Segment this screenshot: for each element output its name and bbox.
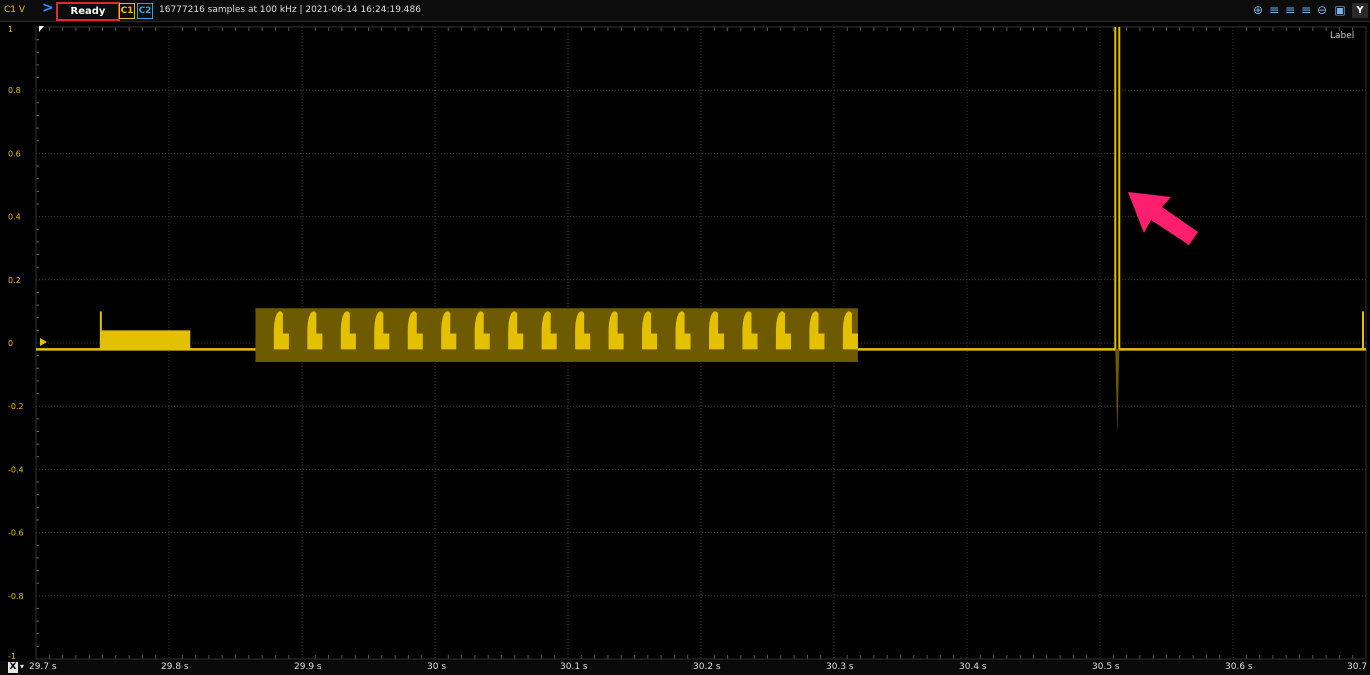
pulse [374, 311, 390, 350]
status-indicator[interactable]: Ready [56, 2, 120, 21]
y-tick-label: -1 [8, 652, 16, 661]
settings-icon[interactable]: ▣ [1334, 3, 1346, 17]
y-tick-label: -0.6 [8, 529, 24, 538]
edge-step [1362, 311, 1364, 350]
channel-1-button[interactable]: C1 [119, 3, 135, 19]
x-axis-button[interactable]: X [8, 662, 18, 673]
x-tick-label: 30.2 s [693, 662, 721, 672]
y-tick-label: -0.2 [8, 402, 24, 411]
acquisition-info: 16777216 samples at 100 kHz | 2021-06-14… [159, 5, 421, 15]
align-middle-icon[interactable]: ≡ [1284, 3, 1296, 17]
pulse [307, 311, 323, 350]
y-tick-label: 0.8 [8, 86, 21, 95]
burst-block [99, 330, 191, 350]
zoom-in-icon[interactable]: ⊕ [1252, 3, 1264, 17]
spike-undershoot [1115, 349, 1120, 435]
align-bottom-icon[interactable]: ≡ [1268, 3, 1280, 17]
y-tick-label: 1 [8, 25, 13, 34]
pulse [608, 311, 624, 350]
channel-unit-label: C1 V [4, 5, 26, 15]
pulse [273, 311, 289, 350]
spike-core [1116, 27, 1119, 350]
pulse [842, 311, 858, 350]
pulse [775, 311, 791, 350]
x-tick-label: 30.5 s [1092, 662, 1120, 672]
run-arrow-icon[interactable]: > [42, 0, 54, 16]
waveform-plot[interactable]: 1 0.8 0.6 0.4 0.2 0 -0.2 -0.4 -0.6 -0.8 -1 [0, 22, 1370, 661]
pulse [407, 311, 423, 350]
x-tick-label: 30.7 s [1347, 662, 1370, 672]
x-tick-label: 29.7 s [29, 662, 57, 672]
pulse [642, 311, 658, 350]
x-axis-dropdown-icon[interactable]: ▾ [20, 662, 25, 671]
y-tick-label: -0.4 [8, 465, 24, 474]
y-tick-label: 0.2 [8, 276, 21, 285]
x-tick-label: 30 s [427, 662, 447, 672]
annotation-arrow-icon [1128, 192, 1198, 245]
plot-frame [35, 26, 1367, 660]
x-tick-label: 30.4 s [959, 662, 987, 672]
pulse [508, 311, 524, 350]
y-axis-button[interactable]: Y [1352, 3, 1368, 18]
x-axis-bar [0, 661, 1370, 675]
y-tick-label: 0.4 [8, 213, 21, 222]
pulse [742, 311, 758, 350]
y-tick-label: -0.8 [8, 592, 24, 601]
pulse [708, 311, 725, 350]
pulse [809, 311, 825, 350]
y-tick-label: 0 [8, 339, 13, 348]
label-tag[interactable]: Label [1330, 31, 1355, 41]
pulse [675, 311, 691, 350]
x-tick-label: 30.1 s [560, 662, 588, 672]
channel-2-button[interactable]: C2 [137, 3, 153, 19]
pulse [340, 311, 356, 350]
y-axis-labels: 1 0.8 0.6 0.4 0.2 0 -0.2 -0.4 -0.6 -0.8 -1 [8, 25, 24, 661]
y-tick-label: 0.6 [8, 149, 21, 158]
align-top-icon[interactable]: ≡ [1300, 3, 1312, 17]
zoom-out-icon[interactable]: ⊖ [1316, 3, 1328, 17]
pulse [441, 311, 457, 350]
toolbar: C1 V > Ready C1 C2 16777216 samples at 1… [0, 0, 1370, 22]
pulse [541, 311, 557, 350]
top-marker-icon [39, 26, 44, 32]
x-tick-label: 30.3 s [826, 662, 854, 672]
x-tick-label: 29.9 s [294, 662, 322, 672]
burst-peak [99, 311, 102, 331]
waveform-trace [36, 27, 1366, 435]
x-tick-label: 30.6 s [1225, 662, 1253, 672]
zero-marker-icon[interactable] [40, 338, 47, 346]
x-tick-label: 29.8 s [161, 662, 189, 672]
pulse [575, 311, 591, 350]
pulse [474, 311, 490, 350]
